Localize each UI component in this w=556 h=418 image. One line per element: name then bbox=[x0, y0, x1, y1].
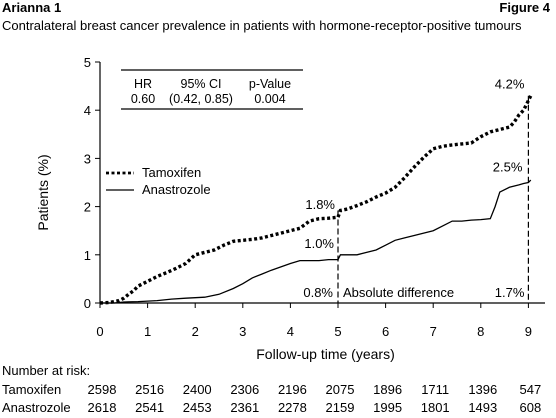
stats-header: p-Value bbox=[249, 77, 291, 91]
stats-header: 95% CI bbox=[181, 77, 222, 91]
y-axis-title: Patients (%) bbox=[35, 154, 51, 230]
x-axis-title: Follow-up time (years) bbox=[256, 346, 394, 362]
risk-value: 1711 bbox=[421, 382, 449, 397]
x-tick-label: 2 bbox=[192, 324, 199, 339]
risk-value: 2306 bbox=[230, 382, 259, 397]
x-tick-label: 4 bbox=[287, 324, 294, 339]
risk-value: 547 bbox=[520, 382, 542, 397]
risk-value: 2618 bbox=[88, 400, 117, 415]
value-annotation: 2.5% bbox=[493, 160, 523, 175]
risk-value: 1493 bbox=[468, 400, 497, 415]
y-tick-label: 2 bbox=[84, 200, 91, 215]
risk-value: 1896 bbox=[373, 382, 402, 397]
figure-number: Figure 4 bbox=[499, 0, 550, 15]
risk-row-label: Tamoxifen bbox=[2, 382, 61, 397]
risk-value: 2598 bbox=[88, 382, 117, 397]
x-tick-label: 6 bbox=[382, 324, 389, 339]
stats-value: 0.004 bbox=[254, 92, 285, 106]
value-annotation: 4.2% bbox=[495, 77, 525, 92]
y-tick-label: 5 bbox=[84, 55, 91, 70]
stats-value: 0.60 bbox=[131, 92, 155, 106]
risk-value: 2400 bbox=[183, 382, 212, 397]
y-tick-label: 3 bbox=[84, 151, 91, 166]
value-annotation: 1.7% bbox=[495, 285, 525, 300]
legend-label-tamoxifen: Tamoxifen bbox=[142, 165, 201, 180]
risk-value: 2278 bbox=[278, 400, 307, 415]
risk-value: 2075 bbox=[326, 382, 355, 397]
x-tick-label: 3 bbox=[239, 324, 246, 339]
y-tick-label: 0 bbox=[84, 296, 91, 311]
tamoxifen-curve bbox=[99, 94, 533, 305]
risk-value: 608 bbox=[520, 400, 542, 415]
x-tick-label: 5 bbox=[334, 324, 341, 339]
risk-value: 2361 bbox=[230, 400, 259, 415]
x-tick-label: 7 bbox=[430, 324, 437, 339]
value-annotation: 1.8% bbox=[305, 197, 335, 212]
risk-table-title: Number at risk: bbox=[2, 363, 90, 378]
risk-value: 2541 bbox=[135, 400, 164, 415]
x-tick-label: 0 bbox=[96, 324, 103, 339]
y-tick-label: 1 bbox=[84, 248, 91, 263]
value-annotation: 1.0% bbox=[304, 236, 334, 251]
chart-subtitle: Contralateral breast cancer prevalence i… bbox=[2, 18, 522, 33]
risk-value: 2516 bbox=[135, 382, 164, 397]
anastrozole-curve bbox=[100, 179, 532, 304]
risk-value: 2453 bbox=[183, 400, 212, 415]
risk-value: 1396 bbox=[468, 382, 497, 397]
risk-value: 1801 bbox=[421, 400, 450, 415]
risk-row-label: Anastrozole bbox=[2, 400, 71, 415]
risk-value: 2196 bbox=[278, 382, 307, 397]
stats-header: HR bbox=[134, 77, 152, 91]
study-title: Arianna 1 bbox=[2, 0, 62, 15]
risk-value: 2159 bbox=[326, 400, 355, 415]
x-tick-label: 1 bbox=[144, 324, 151, 339]
value-annotation: 0.8% bbox=[303, 285, 333, 300]
x-tick-label: 8 bbox=[477, 324, 484, 339]
legend-label-anastrozole: Anastrozole bbox=[142, 182, 211, 197]
y-tick-label: 4 bbox=[84, 103, 91, 118]
absolute-difference-label: Absolute difference bbox=[343, 285, 454, 300]
risk-value: 1995 bbox=[373, 400, 402, 415]
x-tick-label: 9 bbox=[525, 324, 532, 339]
stats-value: (0.42, 0.85) bbox=[169, 92, 233, 106]
